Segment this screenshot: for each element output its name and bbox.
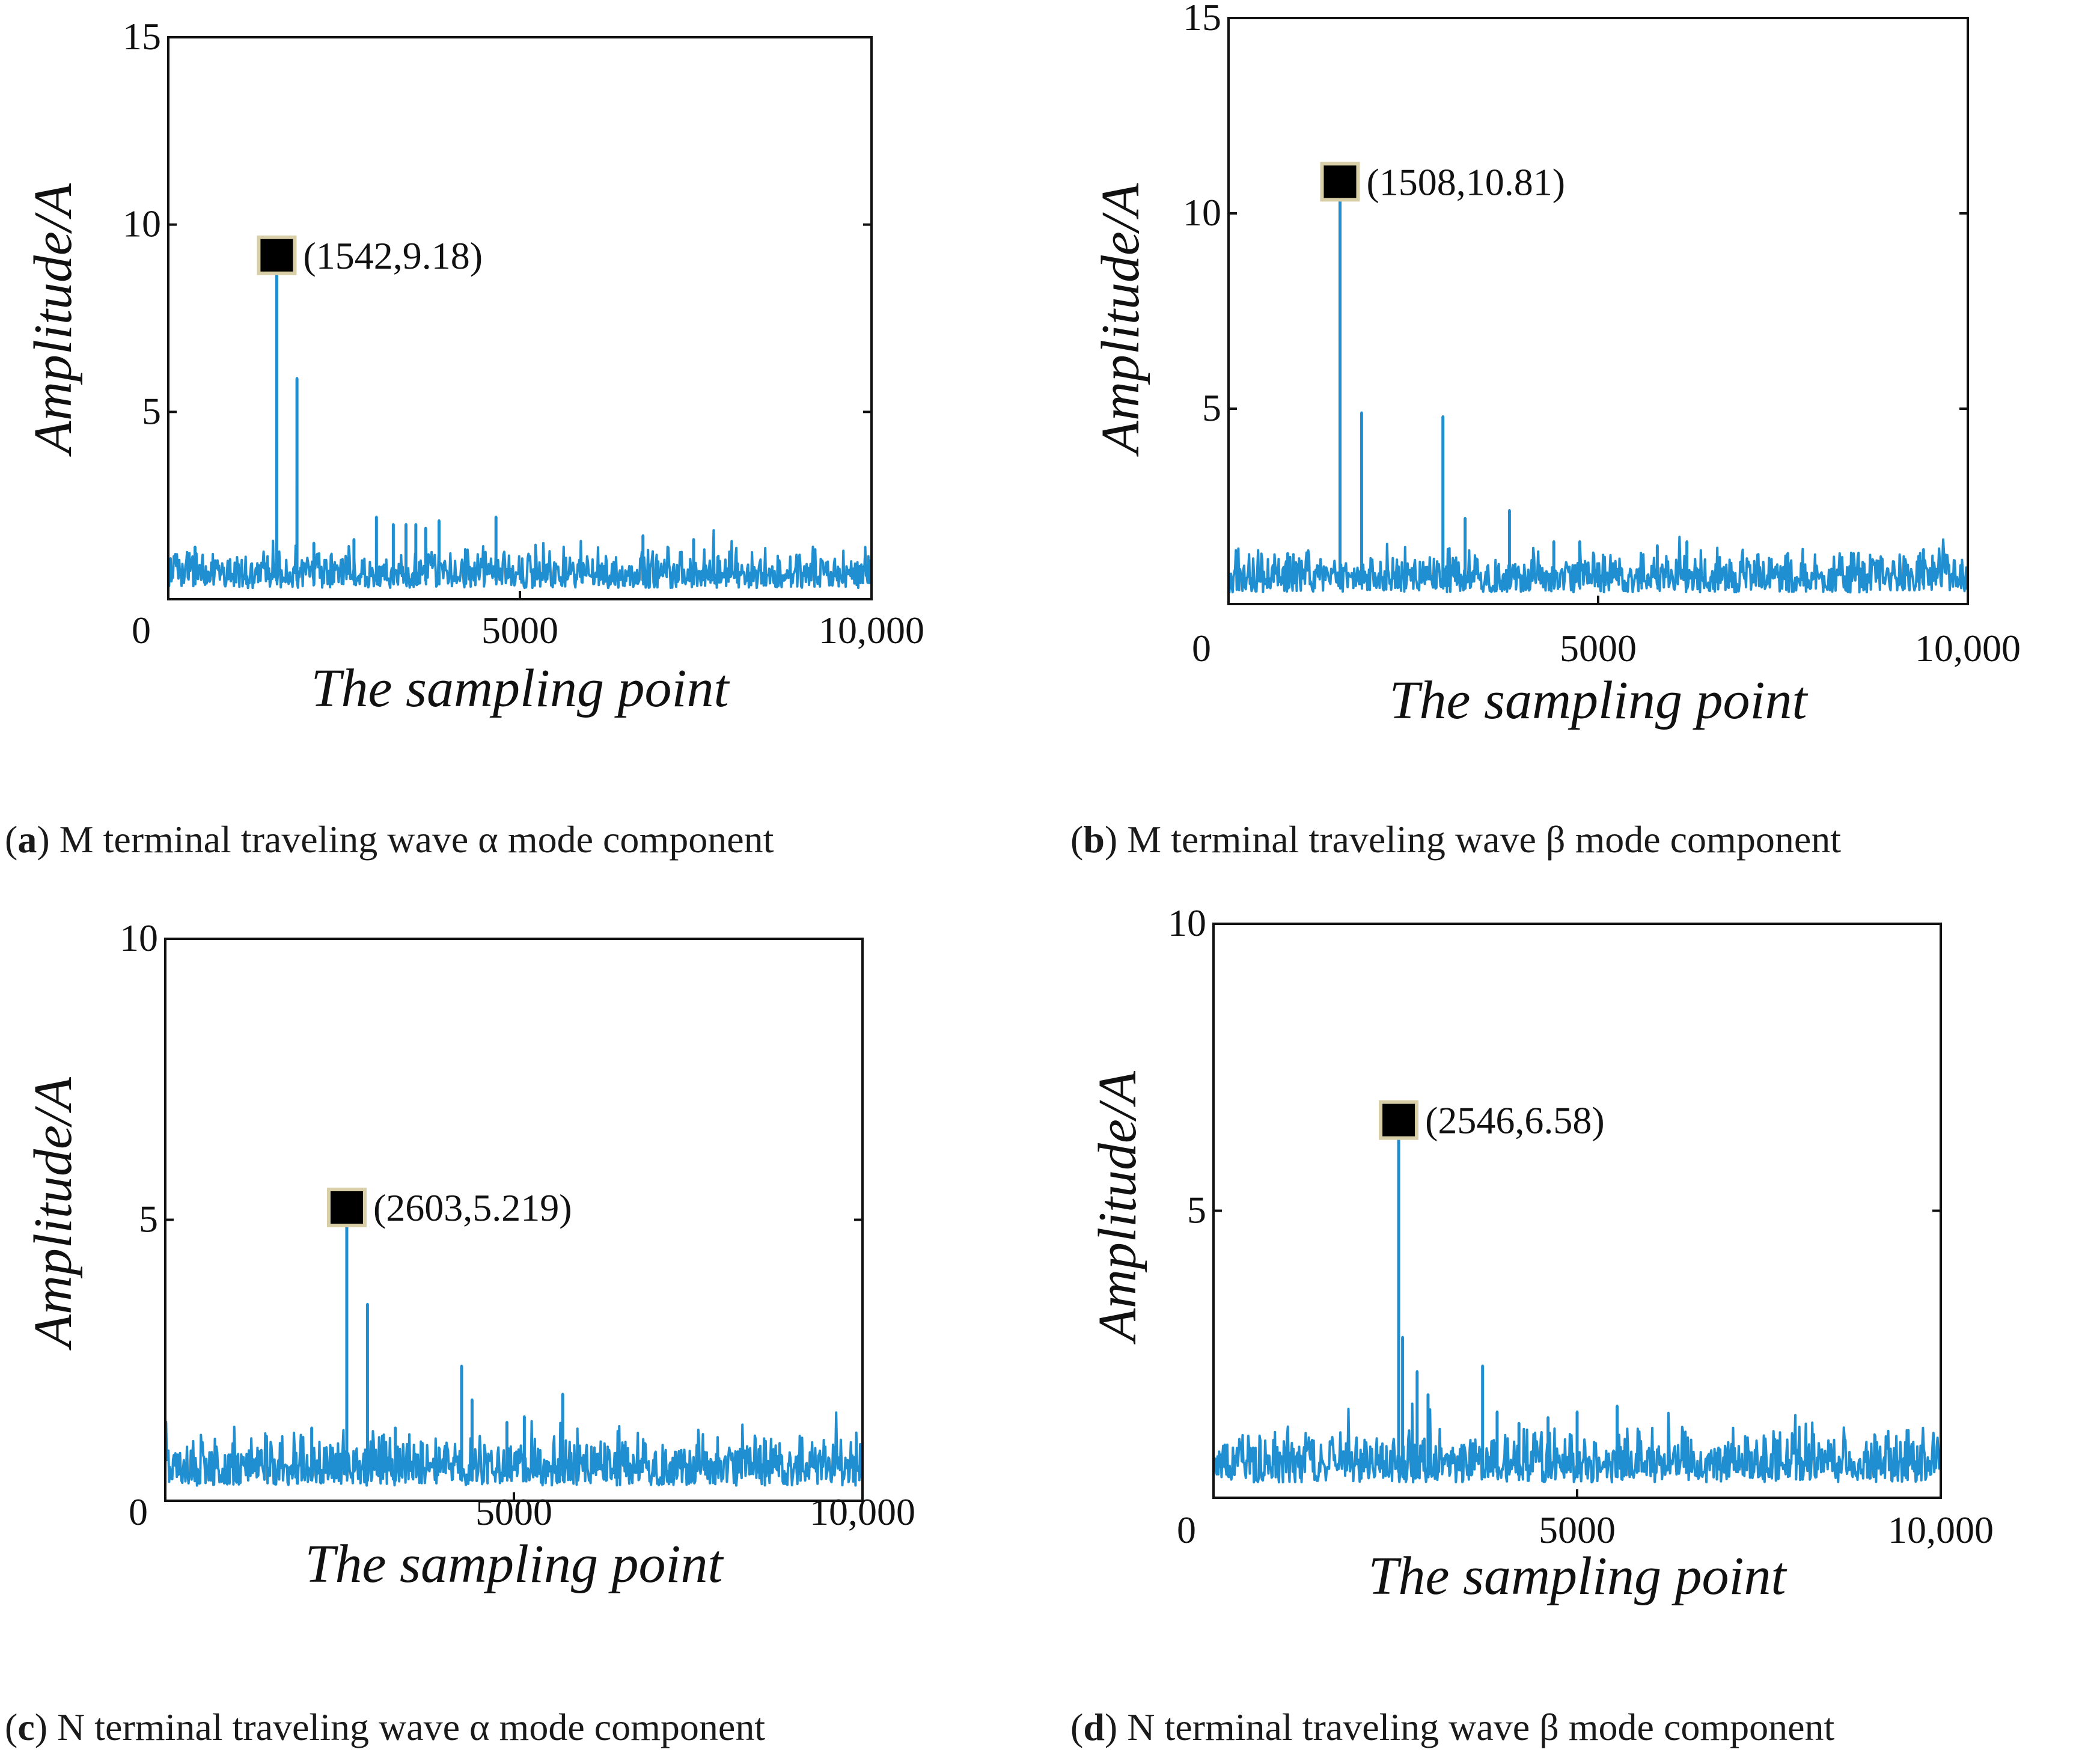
ytick-label-b-0: 5 — [1202, 386, 1221, 429]
x-axis-label-d: The sampling point — [1368, 1546, 1787, 1606]
ytick-label-a-0: 5 — [142, 389, 161, 432]
ytick-label-a-2: 15 — [123, 15, 161, 58]
xtick-label-b-2: 10,000 — [1915, 627, 2021, 670]
xtick-label-d-2: 10,000 — [1888, 1509, 1994, 1551]
chart-a-svg: 5 10 15 0 5000 10,000 The sampling point Amplit… — [23, 15, 924, 718]
peak-marker-a — [257, 235, 297, 275]
chart-d-svg: 5 10 0 5000 10,000 The sampling point Amplitud… — [1088, 902, 1994, 1606]
ytick-label-b-2: 15 — [1183, 0, 1221, 38]
caption-d-text: N terminal traveling wave β mode compone… — [1127, 1706, 1835, 1748]
x-axis-label-c: The sampling point — [305, 1534, 724, 1594]
series-line-a — [167, 254, 873, 590]
xtick-label-a-0: 0 — [132, 609, 151, 652]
xtick-label-c-2: 10,000 — [810, 1491, 915, 1533]
xtick-label-d-1: 5000 — [1539, 1509, 1616, 1551]
chart-panel-c: 5 10 0 5000 10,000 The sampling point Amplitud… — [0, 882, 1039, 1764]
caption-a-letter: a — [17, 818, 37, 861]
y-axis-label-c: Amplitude/A — [23, 1076, 83, 1350]
chart-panel-a: 5 10 15 0 5000 10,000 The sampling point Amplit… — [0, 0, 1039, 882]
y-axis-label-d: Amplitude/A — [1088, 1070, 1147, 1344]
series-line-c — [164, 1206, 864, 1487]
peak-annotation-b: (1508,10.81) — [1366, 160, 1565, 203]
xtick-label-b-1: 5000 — [1560, 627, 1637, 670]
ytick-label-d-0: 5 — [1187, 1189, 1206, 1231]
series-line-d — [1212, 1119, 1942, 1484]
peak-annotation-c: (2603,5.219) — [373, 1186, 572, 1229]
y-axis-label-b: Amplitude/A — [1091, 183, 1150, 457]
caption-b-text: M terminal traveling wave β mode compone… — [1127, 818, 1841, 861]
xtick-label-a-2: 10,000 — [819, 609, 924, 652]
xtick-label-b-0: 0 — [1192, 627, 1211, 670]
caption-b-letter: b — [1083, 818, 1105, 861]
xtick-label-a-1: 5000 — [481, 609, 558, 652]
series-line-b — [1227, 180, 1969, 594]
ytick-label-a-1: 10 — [123, 203, 161, 245]
ytick-label-b-1: 10 — [1183, 191, 1221, 234]
chart-b-svg: 5 10 15 0 5000 10,000 The sampling point Amplit… — [1091, 0, 2021, 730]
x-axis-label-b: The sampling point — [1389, 671, 1808, 730]
ytick-label-d-1: 10 — [1168, 902, 1206, 944]
x-axis-label-a: The sampling point — [311, 659, 730, 718]
caption-c-letter: c — [17, 1706, 35, 1748]
ytick-label-c-1: 10 — [120, 917, 158, 959]
peak-marker-c — [326, 1188, 367, 1228]
xtick-label-d-0: 0 — [1177, 1509, 1196, 1551]
y-axis-label-a: Amplitude/A — [23, 183, 83, 457]
caption-a: (a) M terminal traveling wave α mode com… — [5, 818, 774, 861]
chart-panel-d: 5 10 0 5000 10,000 The sampling point Amplitud… — [1039, 882, 2079, 1764]
caption-b: (b) M terminal traveling wave β mode com… — [1070, 818, 1841, 861]
plot-frame-a — [167, 36, 873, 600]
xtick-label-c-0: 0 — [129, 1491, 148, 1533]
chart-panel-b: 5 10 15 0 5000 10,000 The sampling point Amplit… — [1039, 0, 2079, 882]
peak-marker-d — [1379, 1100, 1419, 1140]
caption-c: (c) N terminal traveling wave α mode com… — [5, 1706, 766, 1748]
peak-marker-b — [1320, 162, 1360, 202]
peak-annotation-d: (2546,6.58) — [1425, 1099, 1605, 1142]
caption-c-text: N terminal traveling wave α mode compone… — [57, 1706, 766, 1748]
caption-d: (d) N terminal traveling wave β mode com… — [1070, 1706, 1835, 1748]
caption-a-text: M terminal traveling wave α mode compone… — [59, 818, 774, 861]
peak-annotation-a: (1542,9.18) — [303, 234, 483, 277]
caption-d-letter: d — [1083, 1706, 1105, 1748]
ytick-label-c-0: 5 — [139, 1198, 158, 1241]
